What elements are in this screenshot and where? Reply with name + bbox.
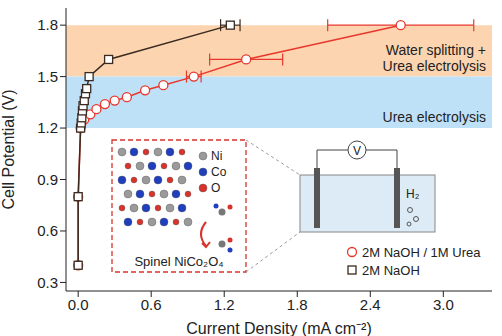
svg-text:0.6: 0.6 — [141, 296, 162, 313]
svg-text:Urea electrolysis: Urea electrolysis — [383, 58, 486, 74]
svg-text:H₂: H₂ — [406, 187, 420, 201]
svg-text:Current Density (mA cm⁻²): Current Density (mA cm⁻²) — [186, 320, 371, 336]
svg-text:Cell Potential (V): Cell Potential (V) — [0, 89, 17, 209]
svg-text:Ni: Ni — [211, 149, 222, 163]
svg-text:2M NaOH: 2M NaOH — [362, 263, 420, 278]
svg-text:1.5: 1.5 — [37, 68, 58, 85]
svg-text:2.4: 2.4 — [360, 296, 381, 313]
svg-text:O: O — [211, 181, 220, 195]
svg-text:3.0: 3.0 — [433, 296, 454, 313]
svg-text:Water splitting +: Water splitting + — [386, 42, 486, 58]
svg-text:V: V — [353, 144, 361, 158]
svg-text:Spinel NiCo₂O₄: Spinel NiCo₂O₄ — [134, 254, 223, 269]
svg-text:2M NaOH / 1M Urea: 2M NaOH / 1M Urea — [362, 245, 481, 260]
svg-text:0.9: 0.9 — [37, 171, 58, 188]
svg-text:0.3: 0.3 — [37, 274, 58, 291]
svg-text:0.6: 0.6 — [37, 222, 58, 239]
svg-text:0.0: 0.0 — [68, 296, 89, 313]
svg-text:Co: Co — [211, 165, 227, 179]
svg-text:1.2: 1.2 — [214, 296, 235, 313]
svg-text:1.8: 1.8 — [287, 296, 308, 313]
svg-text:Urea electrolysis: Urea electrolysis — [383, 109, 486, 125]
svg-text:1.2: 1.2 — [37, 119, 58, 136]
svg-text:1.8: 1.8 — [37, 16, 58, 33]
